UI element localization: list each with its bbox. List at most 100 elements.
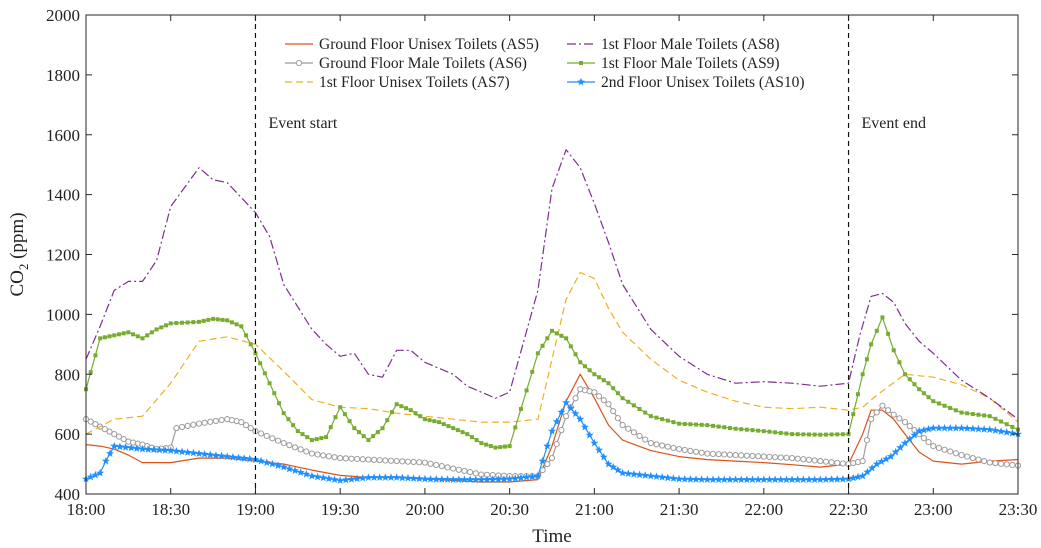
series-2-marker (969, 454, 976, 462)
series-2-marker (548, 454, 556, 462)
series-6-marker (863, 467, 872, 476)
series-5-marker (324, 435, 329, 440)
series-2-marker (642, 436, 649, 443)
series-5-marker (366, 438, 371, 443)
series-2-marker (106, 428, 113, 435)
series-6-marker (449, 475, 458, 483)
series-5-marker (959, 410, 964, 415)
series-5-marker (126, 330, 131, 335)
series-5-marker (88, 370, 93, 375)
series-5-marker (145, 333, 150, 338)
series-5-marker (98, 336, 103, 341)
series-6-marker (590, 438, 599, 447)
series-5-marker (855, 392, 860, 397)
legend-swatch-marker (579, 61, 583, 65)
series-6-marker (788, 475, 797, 483)
series-6-marker (641, 471, 650, 479)
series-2-marker (743, 452, 750, 459)
series-2-marker (1003, 461, 1010, 468)
y-tick-label: 2000 (46, 6, 80, 25)
series-6-marker (915, 426, 924, 435)
series-6-marker (223, 452, 232, 460)
series-6-marker (910, 430, 919, 439)
series-2-marker (884, 407, 892, 414)
series-5-marker (191, 320, 196, 325)
series-2-marker (173, 425, 180, 432)
x-tick-label: 18:30 (151, 500, 190, 519)
series-2-marker (941, 446, 948, 453)
series-5-marker (248, 342, 253, 347)
series-5-marker (116, 332, 121, 337)
series-6-marker (624, 469, 633, 477)
series-5-marker (540, 343, 545, 348)
series-6-marker (257, 456, 266, 465)
x-tick-label: 21:30 (660, 500, 699, 519)
series-5-marker (993, 416, 998, 421)
series-5-marker (131, 332, 136, 337)
series-5-marker (253, 351, 258, 356)
series-6-marker (302, 470, 311, 478)
series-5-marker (234, 322, 239, 327)
y-tick-label: 1600 (46, 126, 80, 145)
series-5-marker (432, 419, 437, 424)
series-6-marker (347, 475, 356, 483)
series-2-marker (242, 422, 250, 429)
series-6-marker (161, 446, 170, 454)
series-5-marker (159, 325, 164, 330)
legend-swatch-marker (295, 59, 303, 67)
series-2-marker (393, 457, 400, 465)
series-5-marker (750, 428, 755, 433)
series-5-marker (573, 352, 578, 357)
series-6-marker (697, 475, 706, 483)
series-6-marker (285, 464, 294, 473)
series-5-marker (201, 318, 206, 323)
x-tick-label: 19:00 (236, 500, 275, 519)
series-6-marker (528, 472, 537, 480)
series-5-marker (948, 406, 953, 411)
series-2-marker (450, 465, 457, 472)
series-2-marker (399, 458, 406, 465)
legend-swatch-marker (577, 77, 585, 86)
series-2-marker (890, 411, 897, 418)
series-5-marker (300, 432, 305, 437)
series-6-marker (709, 475, 717, 483)
series-6-marker (924, 424, 933, 433)
series-6-marker (336, 476, 345, 484)
series-layer (82, 149, 1022, 484)
series-5-marker (239, 324, 244, 329)
series-2-marker (692, 448, 700, 455)
series-6-marker (313, 472, 322, 481)
series-5-marker (917, 387, 922, 392)
series-2-marker (297, 446, 304, 453)
series-6-marker (274, 461, 282, 469)
series-5-marker (493, 445, 498, 450)
x-tick-label: 20:30 (490, 500, 529, 519)
series-6-marker (725, 475, 734, 483)
series-6-marker (901, 438, 909, 447)
series-2-marker (879, 402, 886, 409)
series-5-marker (671, 420, 676, 425)
series-6-marker (669, 474, 678, 482)
series-6-marker (552, 417, 561, 425)
series-2-marker (698, 449, 705, 456)
series-2-marker (455, 466, 462, 473)
series-6-marker (896, 443, 905, 451)
series-2-marker (359, 456, 366, 463)
series-2-marker (303, 448, 310, 455)
series-5-marker (648, 414, 653, 419)
series-6-marker (228, 453, 237, 461)
series-5-marker (559, 333, 564, 338)
legend: Ground Floor Unisex Toilets (AS5) Ground … (285, 36, 805, 91)
series-5-marker (319, 436, 324, 441)
series-6-marker (838, 475, 847, 483)
series-2-marker (416, 459, 423, 466)
series-2-marker (291, 444, 299, 451)
series-5-marker (851, 412, 856, 417)
x-tick-label: 23:00 (914, 500, 953, 519)
series-6-marker (245, 454, 254, 463)
series-6-marker (516, 473, 525, 482)
series-6-marker (494, 475, 503, 483)
series-6-marker (443, 475, 452, 483)
series-2-marker (726, 451, 734, 458)
series-2-marker (777, 454, 784, 461)
